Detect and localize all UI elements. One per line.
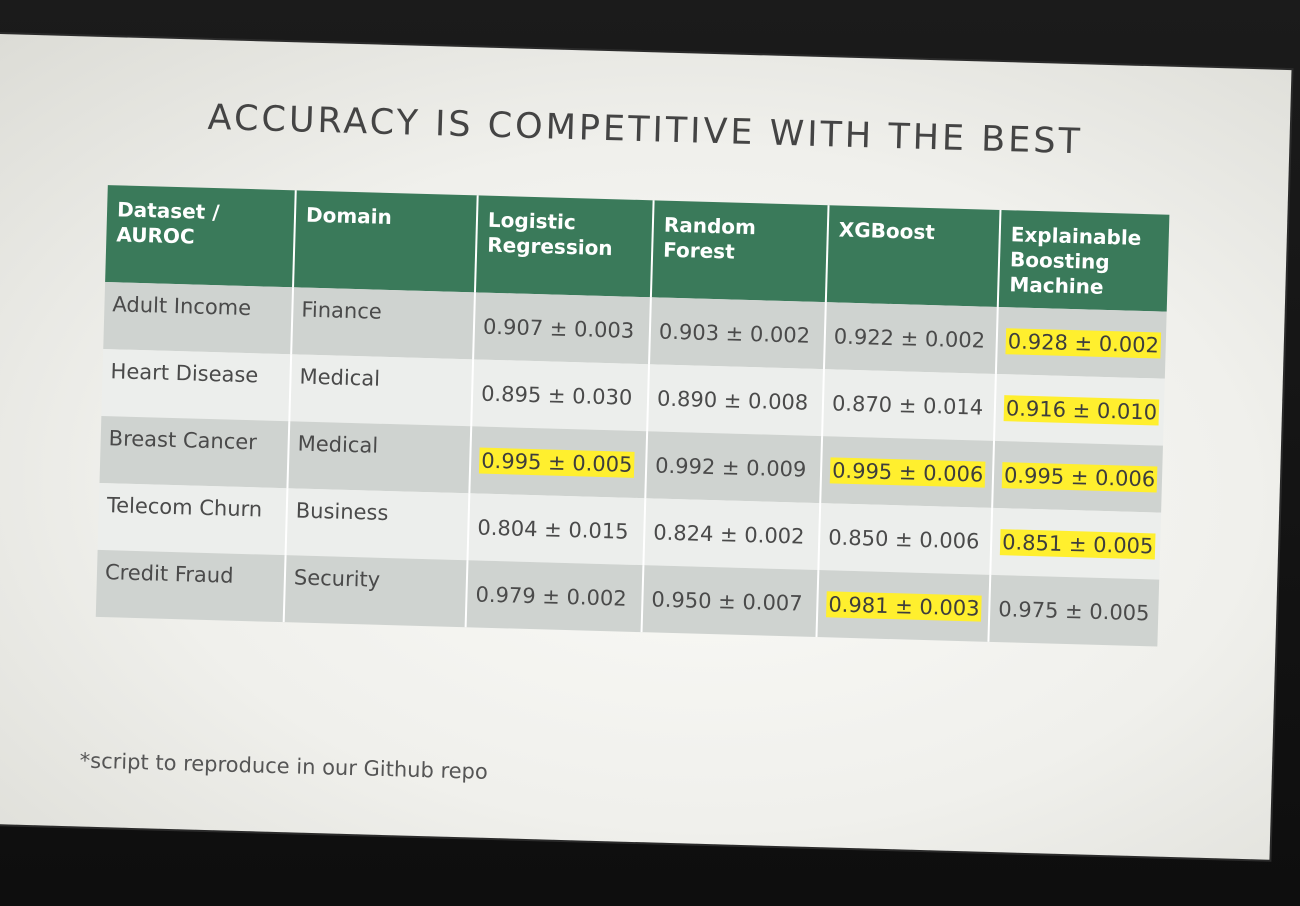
domain-cell: Finance (291, 287, 475, 360)
score-cell: 0.950 ± 0.007 (641, 565, 819, 638)
dataset-cell: Adult Income (103, 282, 294, 355)
domain-cell: Business (285, 488, 470, 561)
score-cell: 0.903 ± 0.002 (649, 297, 826, 370)
score-cell: 0.804 ± 0.015 (467, 493, 646, 566)
score-value: 0.950 ± 0.007 (651, 586, 803, 616)
score-value: 0.903 ± 0.002 (658, 319, 811, 348)
score-cell: 0.979 ± 0.002 (465, 560, 644, 633)
best-score-highlight: 0.995 ± 0.006 (829, 456, 986, 488)
score-cell: 0.975 ± 0.005 (988, 574, 1160, 647)
score-value: 0.992 ± 0.009 (654, 452, 807, 482)
score-value: 0.979 ± 0.002 (475, 582, 628, 611)
score-value: 0.870 ± 0.014 (831, 390, 984, 420)
score-cell: 0.995 ± 0.006 (992, 440, 1163, 513)
score-value: 0.922 ± 0.002 (833, 323, 986, 353)
score-cell: 0.928 ± 0.002 (995, 306, 1167, 379)
dataset-cell: Credit Fraud (95, 549, 286, 623)
dataset-cell: Heart Disease (101, 349, 292, 422)
score-cell: 0.916 ± 0.010 (994, 373, 1165, 446)
dataset-cell: Breast Cancer (99, 415, 290, 489)
slide-title: ACCURACY IS COMPETITIVE WITH THE BEST (207, 97, 1084, 163)
score-cell: 0.995 ± 0.005 (469, 426, 648, 499)
score-cell: 0.824 ± 0.002 (643, 498, 821, 571)
score-cell: 0.851 ± 0.005 (990, 507, 1162, 580)
score-cell: 0.895 ± 0.030 (471, 359, 650, 432)
best-score-highlight: 0.995 ± 0.005 (478, 447, 635, 478)
score-cell: 0.922 ± 0.002 (823, 302, 998, 374)
table-body: Adult Income Finance 0.907 ± 0.003 0.903 ± … (95, 282, 1167, 647)
domain-cell: Security (283, 555, 468, 628)
score-cell: 0.907 ± 0.003 (473, 292, 651, 365)
score-value: 0.890 ± 0.008 (656, 385, 809, 415)
best-score-highlight: 0.995 ± 0.006 (1001, 461, 1158, 492)
score-value: 0.824 ± 0.002 (653, 519, 805, 549)
score-cell: 0.995 ± 0.006 (820, 436, 995, 508)
domain-cell: Medical (287, 421, 472, 494)
score-cell: 0.981 ± 0.003 (816, 570, 991, 642)
footnote: *script to reproduce in our Github repo (79, 748, 489, 784)
best-score-highlight: 0.851 ± 0.005 (999, 528, 1156, 559)
best-score-highlight: 0.916 ± 0.010 (1003, 394, 1160, 426)
column-header-domain: Domain (293, 190, 478, 293)
auroc-results-table: Dataset / AUROC Domain Logistic Regressi… (95, 185, 1170, 647)
best-score-highlight: 0.981 ± 0.003 (826, 590, 982, 622)
score-cell: 0.850 ± 0.006 (818, 503, 993, 575)
column-header-random-forest: Random Forest (650, 200, 829, 303)
best-score-highlight: 0.928 ± 0.002 (1005, 327, 1162, 359)
score-cell: 0.992 ± 0.009 (645, 431, 823, 504)
score-cell: 0.890 ± 0.008 (647, 364, 824, 437)
column-header-ebm: Explainable Boosting Machine (997, 210, 1170, 312)
column-header-logistic-regression: Logistic Regression (474, 195, 654, 298)
score-value: 0.850 ± 0.006 (827, 524, 980, 554)
projection-screen: ACCURACY IS COMPETITIVE WITH THE BEST Da… (0, 34, 1292, 860)
score-value: 0.804 ± 0.015 (477, 515, 629, 544)
score-value: 0.975 ± 0.005 (998, 596, 1150, 625)
domain-cell: Medical (289, 354, 474, 427)
score-cell: 0.870 ± 0.014 (822, 369, 996, 441)
column-header-dataset: Dataset / AUROC (105, 185, 296, 288)
score-value: 0.895 ± 0.030 (480, 381, 633, 410)
score-value: 0.907 ± 0.003 (482, 314, 635, 343)
dataset-cell: Telecom Churn (97, 482, 288, 556)
column-header-xgboost: XGBoost (825, 205, 1001, 307)
